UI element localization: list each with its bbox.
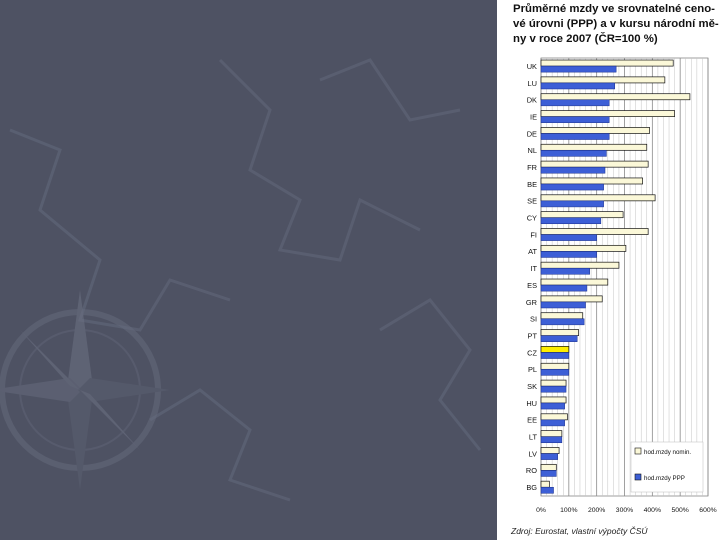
y-category-label: IT — [530, 264, 537, 273]
bar-nominal-es — [540, 278, 609, 286]
y-category-label: AT — [528, 247, 537, 256]
y-category-label: BG — [526, 483, 537, 492]
bar-ppp-at — [540, 251, 597, 258]
bar-nominal-at — [540, 244, 627, 252]
x-tick-label: 600% — [699, 507, 716, 514]
bar-nominal-lu — [540, 76, 666, 84]
y-category-label: LV — [529, 449, 538, 458]
y-category-label: HU — [526, 399, 537, 408]
bar-nominal-gr — [540, 295, 603, 303]
bar-ppp-it — [540, 267, 590, 275]
bar-ppp-lt — [540, 436, 563, 444]
bar-nominal-fi — [540, 228, 649, 235]
y-category-label: IE — [530, 112, 537, 121]
bar-ppp-cy — [540, 217, 602, 225]
y-category-label: SE — [527, 197, 537, 206]
x-tick-label: 400% — [644, 507, 661, 514]
legend-box — [630, 441, 704, 493]
bar-nominal-cy — [540, 211, 624, 219]
bar-ppp-hu — [540, 402, 565, 410]
bar-nominal-be — [540, 177, 643, 185]
bar-ppp-ie — [540, 116, 610, 123]
chart-title-line-2: vé úrovni (PPP) a v kursu národní mě- — [513, 18, 719, 30]
wage-comparison-chart: 0% 100% 200% 300% 400% 500% 600% UK LU DK IE DE NL FR… — [526, 57, 717, 514]
legend-swatch — [634, 447, 642, 455]
x-tick-label: 0% — [536, 507, 546, 514]
bar-ppp-dk — [540, 99, 610, 107]
y-category-label: SI — [530, 315, 537, 324]
bar-ppp-pt — [540, 335, 578, 342]
bar-nominal-hu — [540, 396, 567, 404]
bar-nominal-pl — [540, 362, 570, 370]
y-category-label: CY — [527, 214, 537, 223]
y-category-label: EE — [527, 416, 537, 425]
bar-nominal-pt — [540, 329, 579, 336]
bar-ppp-es — [540, 284, 588, 292]
y-category-label: ES — [527, 281, 537, 290]
y-category-label: PT — [528, 331, 538, 340]
y-category-label: SK — [527, 382, 537, 391]
y-category-label: LU — [528, 79, 537, 88]
bar-nominal-de — [540, 127, 650, 134]
bar-nominal-ro — [540, 463, 557, 471]
bar-nominal-cz — [540, 346, 570, 353]
bar-nominal-lt — [540, 430, 563, 438]
bar-ppp-pl — [540, 369, 570, 376]
bar-nominal-bg — [540, 480, 550, 488]
legend-swatch — [634, 473, 642, 481]
bar-ppp-fr — [540, 166, 606, 174]
y-category-label: NL — [528, 146, 537, 155]
y-category-label: PL — [528, 365, 537, 374]
bar-nominal-lv — [540, 447, 560, 454]
x-tick-label: 200% — [588, 507, 605, 514]
bar-nominal-si — [540, 312, 584, 320]
bar-nominal-nl — [540, 143, 648, 151]
y-category-label: DE — [527, 129, 537, 138]
y-category-label: FI — [530, 230, 537, 239]
y-category-label: FR — [527, 163, 537, 172]
y-category-label: GR — [526, 298, 537, 307]
y-category-label: BE — [527, 180, 537, 189]
bar-ppp-cz — [540, 352, 570, 359]
bar-ppp-si — [540, 318, 585, 326]
bar-ppp-be — [540, 183, 604, 191]
y-category-label: LT — [529, 433, 538, 442]
chart-title-line-3: ny v roce 2007 (ČR=100 %) — [513, 33, 658, 45]
chart-title: Průměrné mzdy ve srovnatelné ceno- vé úr… — [513, 2, 719, 47]
bar-nominal-fr — [540, 160, 649, 168]
bar-ppp-bg — [540, 486, 554, 494]
bar-nominal-ee — [540, 413, 568, 421]
legend-label: hod.mzdy PPP — [644, 475, 685, 482]
compass-rose-icon — [0, 290, 170, 490]
bar-ppp-ee — [540, 419, 565, 427]
chart-title-line-1: Průměrné mzdy ve srovnatelné ceno- — [513, 3, 715, 15]
bar-ppp-lv — [540, 453, 558, 460]
bar-nominal-it — [540, 261, 620, 269]
bar-ppp-nl — [540, 150, 607, 157]
bar-ppp-fi — [540, 234, 597, 241]
bar-ppp-gr — [540, 301, 586, 309]
bar-ppp-ro — [540, 470, 557, 477]
bar-nominal-sk — [540, 379, 567, 387]
bar-ppp-de — [540, 133, 610, 140]
bar-ppp-se — [540, 200, 604, 208]
bar-nominal-dk — [540, 93, 691, 101]
bar-ppp-uk — [540, 65, 617, 73]
x-tick-label: 300% — [616, 507, 633, 514]
x-tick-label: 500% — [671, 507, 688, 514]
bar-ppp-sk — [540, 385, 567, 393]
y-category-label: CZ — [527, 348, 537, 357]
bar-ppp-lu — [540, 82, 616, 90]
legend-label: hod.mzdy nomin. — [644, 449, 691, 456]
x-tick-label: 100% — [560, 507, 577, 514]
bar-nominal-ie — [540, 110, 675, 117]
y-category-label: RO — [526, 466, 537, 475]
y-category-label: UK — [527, 62, 537, 71]
source-note: Zdroj: Eurostat, vlastní výpočty ČSÚ — [511, 526, 648, 536]
bar-nominal-uk — [540, 59, 674, 67]
bar-nominal-se — [540, 194, 656, 202]
y-category-label: DK — [527, 96, 537, 105]
